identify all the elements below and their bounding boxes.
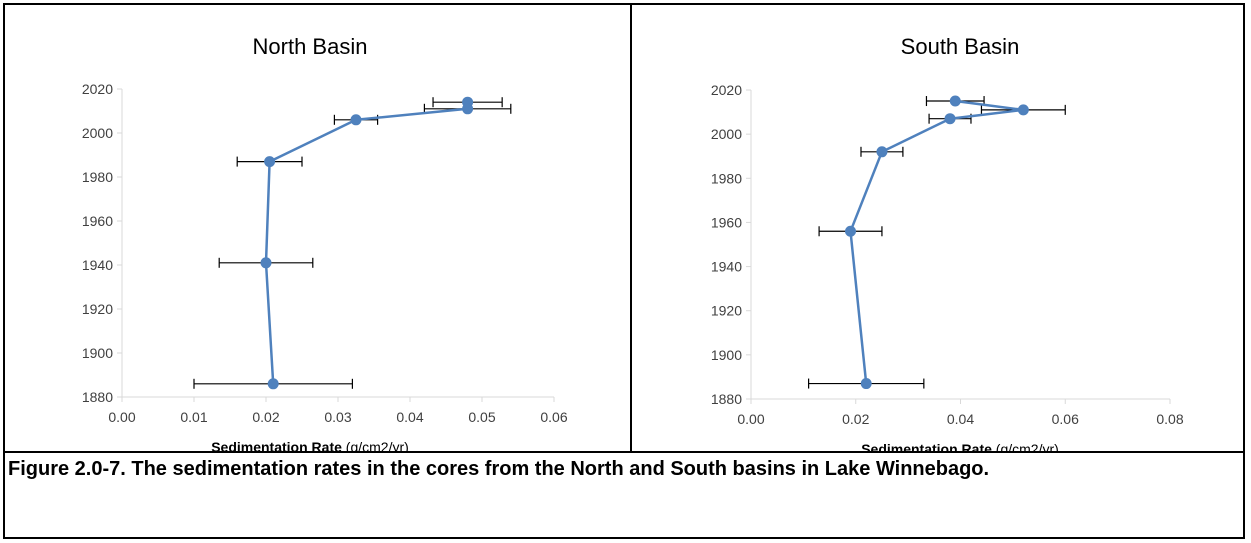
y-tick-label: 2020 xyxy=(82,81,113,97)
series-line xyxy=(264,102,469,384)
x-tick-label: 0.05 xyxy=(468,409,495,425)
x-tick-label: 0.06 xyxy=(540,409,567,425)
x-axis-label: Sedimentation Rate (g/cm2/yr) xyxy=(861,441,1059,451)
x-tick-label: 0.00 xyxy=(108,409,135,425)
south-basin-chart: South Basin 1880 1900 1920 1940 1960 1980 2000 2… xyxy=(632,5,1243,457)
data-point xyxy=(944,113,956,125)
x-axis-label-bold: Sedimentation Rate xyxy=(211,439,342,451)
x-tick-label: 0.02 xyxy=(252,409,279,425)
data-point xyxy=(845,225,857,237)
y-tick-label: 1960 xyxy=(711,214,742,230)
chart-title: North Basin xyxy=(253,34,368,59)
x-tick-label: 0.04 xyxy=(947,411,974,427)
y-tick-label: 1940 xyxy=(82,257,113,273)
y-tick-label: 1900 xyxy=(82,345,113,361)
y-tick-label: 1980 xyxy=(82,169,113,185)
chart-title: South Basin xyxy=(901,34,1020,59)
y-tick-label: 2020 xyxy=(711,82,742,98)
x-axis-label-unit: (g/cm2/yr) xyxy=(992,441,1059,451)
data-point xyxy=(350,114,362,126)
x-tick-label: 0.02 xyxy=(842,411,869,427)
x-tick-label: 0.08 xyxy=(1156,411,1183,427)
y-tick-label: 1920 xyxy=(82,301,113,317)
x-tick-label: 0.03 xyxy=(324,409,351,425)
y-tick-label: 1920 xyxy=(711,303,742,319)
figure-caption: Figure 2.0-7. The sedimentation rates in… xyxy=(8,458,990,480)
y-tick-label: 1980 xyxy=(711,170,742,186)
data-point xyxy=(949,95,961,107)
data-point xyxy=(260,257,272,269)
caption-divider xyxy=(3,451,1245,453)
x-tick-label: 0.06 xyxy=(1052,411,1079,427)
data-point xyxy=(264,156,276,168)
data-point xyxy=(267,378,279,390)
panel-divider xyxy=(630,3,632,453)
x-axis-label-bold: Sedimentation Rate xyxy=(861,441,992,451)
series-line xyxy=(849,99,1025,384)
north-basin-svg: North Basin 1880 1900 1920 1940 1960 1980 2000 2… xyxy=(82,34,568,455)
x-tick-label: 0.00 xyxy=(737,411,764,427)
data-point xyxy=(462,103,474,115)
y-tick-label: 1900 xyxy=(711,347,742,363)
x-tick-label: 0.04 xyxy=(396,409,423,425)
south-basin-svg: South Basin 1880 1900 1920 1940 1960 1980 2000 2… xyxy=(711,34,1184,457)
data-point xyxy=(860,378,872,390)
y-tick-label: 2000 xyxy=(82,125,113,141)
figure-frame xyxy=(3,3,1245,539)
y-tick-label: 2000 xyxy=(711,126,742,142)
data-point xyxy=(1017,104,1029,116)
y-tick-label: 1940 xyxy=(711,259,742,275)
y-tick-label: 1960 xyxy=(82,213,113,229)
data-point xyxy=(876,146,888,158)
north-basin-chart: North Basin 1880 1900 1920 1940 1960 1980 2000 2… xyxy=(5,5,630,455)
y-tick-label: 1880 xyxy=(82,389,113,405)
x-axis-label: Sedimentation Rate (g/cm2/yr) xyxy=(211,439,409,451)
y-tick-label: 1880 xyxy=(711,391,742,407)
x-axis-label-unit: (g/cm2/yr) xyxy=(342,439,409,451)
x-tick-label: 0.01 xyxy=(180,409,207,425)
